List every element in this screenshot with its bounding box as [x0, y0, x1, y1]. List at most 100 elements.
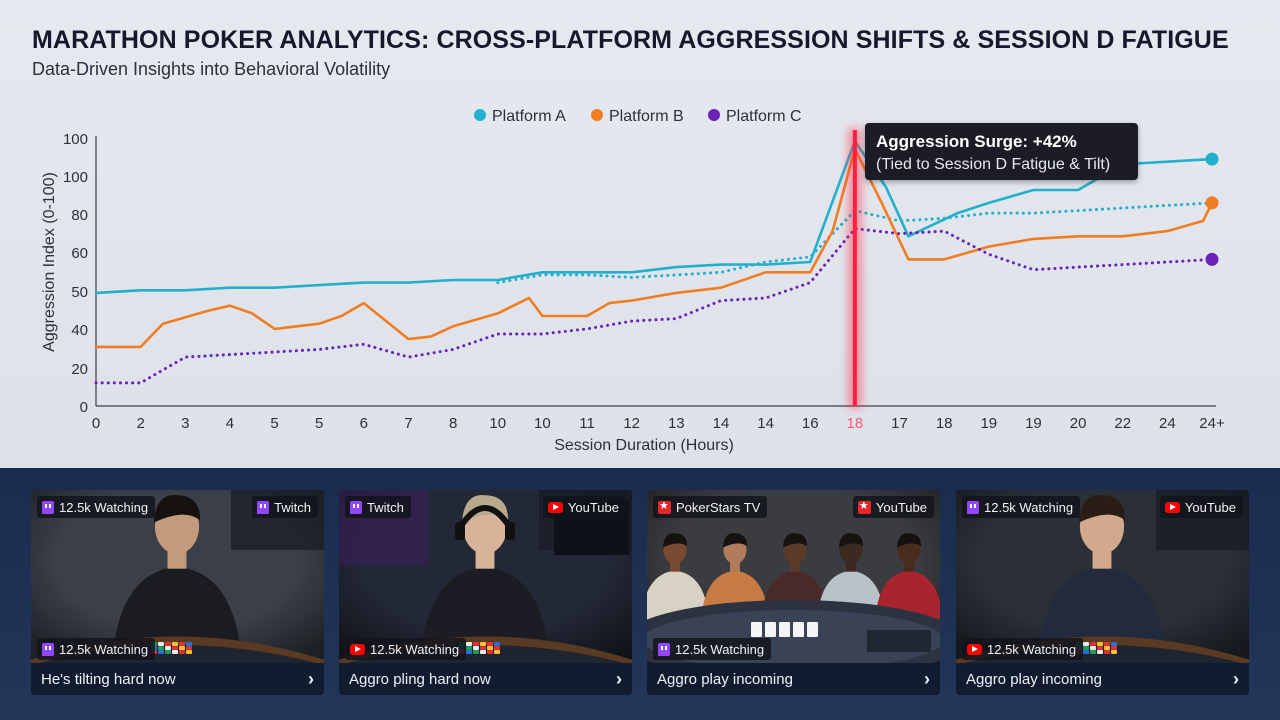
badge-text: 12.5k Watching — [59, 641, 149, 657]
badge-text: 12.5k Watching — [675, 641, 765, 657]
x-tick-label: 6 — [360, 415, 368, 432]
stream-caption-bar[interactable]: Aggro play incoming › — [956, 663, 1249, 695]
stream-badge-top-left: PokerStars TV — [653, 496, 768, 518]
stream-caption: Aggro pling hard now — [349, 670, 491, 688]
y-tick-label: 100 — [63, 169, 88, 186]
legend-swatch — [591, 109, 603, 121]
badge-text: Twitch — [367, 499, 404, 515]
stream-card[interactable]: 12.5k Watching Twitch 12.5k Watching He'… — [31, 490, 324, 695]
series-end-marker — [1205, 152, 1219, 166]
legend-swatch — [708, 109, 720, 121]
pokerstars-icon — [857, 499, 871, 514]
stream-video-frame — [31, 490, 324, 663]
badge-text: YouTube — [1184, 499, 1236, 515]
stream-caption: He's tilting hard now — [41, 670, 176, 688]
stream-strip: 12.5k Watching Twitch 12.5k Watching He'… — [0, 468, 1280, 720]
x-tick-label: 22 — [1114, 415, 1131, 432]
youtube-icon — [350, 643, 365, 655]
legend-label: Platform A — [492, 108, 566, 125]
annotation-box — [865, 123, 1138, 180]
stream-badge-top-right: Twitch — [252, 496, 318, 518]
x-tick-label: 19 — [980, 415, 997, 432]
x-tick-label: 4 — [226, 415, 234, 432]
legend-label: Platform B — [609, 108, 684, 125]
badge-text: Twitch — [274, 499, 311, 515]
legend-swatch — [474, 109, 486, 121]
x-tick-label: 10 — [489, 415, 506, 432]
x-tick-label: 16 — [802, 415, 819, 432]
series-line-1 — [94, 139, 1214, 295]
badge-text: 12.5k Watching — [59, 499, 149, 515]
stream-badge-viewers: 12.5k Watching — [37, 638, 156, 660]
badge-text: 12.5k Watching — [987, 641, 1077, 657]
stream-caption-bar[interactable]: He's tilting hard now › — [31, 663, 324, 695]
chevron-right-icon[interactable]: › — [308, 668, 314, 689]
x-tick-label: 14 — [713, 415, 730, 432]
x-tick-label: 5 — [270, 415, 278, 432]
y-tick-label: 100 — [63, 131, 88, 148]
x-tick-label: 2 — [136, 415, 144, 432]
x-tick-label: 8 — [449, 415, 457, 432]
annotation-text: (Tied to Session D Fatigue & Tilt) — [876, 156, 1110, 173]
badge-text: YouTube — [875, 499, 927, 515]
legend-label: Platform C — [726, 108, 802, 125]
badge-text: YouTube — [567, 499, 619, 515]
x-tick-label: 12 — [623, 415, 640, 432]
x-tick-label: 11 — [579, 415, 595, 432]
stream-card[interactable]: PokerStars TV YouTube 12.5k Watching Agg… — [647, 490, 940, 695]
aggression-line-chart: 0 20 40 50 60 80 100 100 0 2 3 4 5 5 6 7 8 10 10 11 12 13 14 14… — [41, 108, 1225, 454]
y-tick-label: 80 — [71, 207, 88, 224]
x-tick-label: 24 — [1159, 415, 1176, 432]
x-tick-label: 14 — [757, 415, 774, 432]
legend-item: Platform B — [591, 108, 684, 125]
page-title: MARATHON POKER ANALYTICS: CROSS-PLATFORM… — [32, 26, 1229, 54]
y-axis-title: Aggression Index (0-100) — [41, 172, 58, 352]
x-tick-label: 3 — [181, 415, 189, 432]
x-tick-label: 0 — [92, 415, 100, 432]
badge-text: 12.5k Watching — [370, 641, 460, 657]
stream-video[interactable] — [31, 490, 324, 663]
stream-badge-viewers: 12.5k Watching — [345, 638, 467, 660]
annotation-callout: Aggression Surge: +42% (Tied to Session D… — [865, 123, 1138, 180]
series-line-4 — [94, 227, 1214, 385]
twitch-icon — [967, 500, 979, 514]
stream-badge-top-right: YouTube — [1159, 496, 1243, 518]
twitch-icon — [658, 642, 670, 656]
chevron-right-icon[interactable]: › — [924, 668, 930, 689]
y-tick-label: 40 — [71, 322, 88, 339]
stream-badge-viewers: 12.5k Watching — [653, 638, 772, 660]
stream-caption-bar[interactable]: Aggro play incoming › — [647, 663, 940, 695]
y-tick-label: 60 — [71, 245, 88, 262]
stream-caption-bar[interactable]: Aggro pling hard now › — [339, 663, 632, 695]
stream-caption: Aggro play incoming — [657, 670, 793, 688]
x-tick-label: 13 — [668, 415, 685, 432]
chevron-right-icon[interactable]: › — [616, 668, 622, 689]
legend-item: Platform C — [708, 108, 802, 125]
x-tick-label: 24+ — [1199, 415, 1225, 432]
twitch-icon — [257, 500, 270, 514]
y-tick-label: 20 — [71, 361, 88, 378]
stream-video[interactable] — [956, 490, 1249, 663]
series-line-3 — [94, 147, 1214, 349]
youtube-icon — [967, 643, 982, 655]
x-tick-label: 7 — [404, 415, 412, 432]
page-subtitle: Data-Driven Insights into Behavioral Vol… — [32, 59, 391, 79]
stream-badge-top-left: Twitch — [345, 496, 411, 518]
twitch-icon — [42, 642, 54, 656]
series-end-marker — [1205, 252, 1219, 266]
highlight-line — [852, 130, 857, 406]
stream-card[interactable]: 12.5k Watching YouTube 12.5k Watching Ag… — [956, 490, 1249, 695]
stream-card[interactable]: Twitch YouTube 12.5k Watching Aggro plin… — [339, 490, 632, 695]
x-axis-title: Session Duration (Hours) — [554, 437, 734, 454]
x-tick-label: 19 — [1025, 415, 1042, 432]
x-tick-label: 5 — [315, 415, 323, 432]
x-tick-label: 18 — [936, 415, 953, 432]
youtube-icon — [1164, 501, 1180, 513]
x-tick-label: 20 — [1070, 415, 1087, 432]
youtube-icon — [547, 501, 563, 513]
stream-badge-viewers: 12.5k Watching — [962, 638, 1084, 660]
chevron-right-icon[interactable]: › — [1233, 668, 1239, 689]
legend-item: Platform A — [474, 108, 566, 125]
badge-text: 12.5k Watching — [984, 499, 1074, 515]
stream-badge-top-left: 12.5k Watching — [962, 496, 1081, 518]
